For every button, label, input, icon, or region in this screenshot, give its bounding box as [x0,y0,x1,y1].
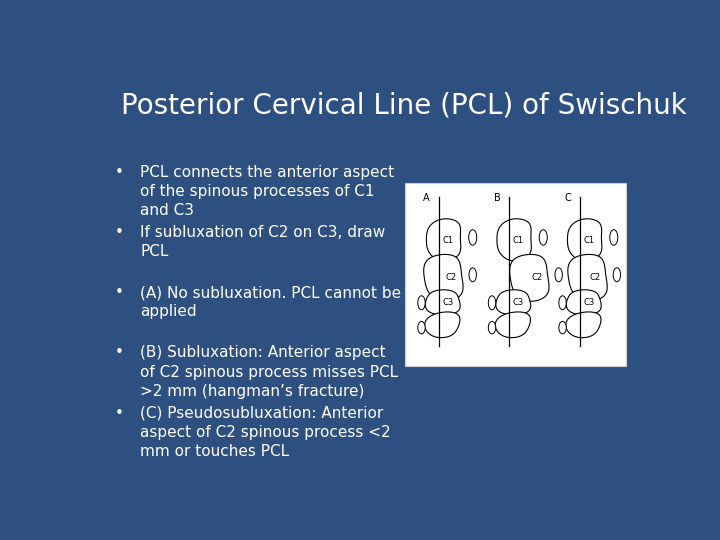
Polygon shape [423,254,463,301]
Polygon shape [426,219,461,261]
Text: B: B [494,193,500,203]
Text: C: C [564,193,571,203]
Ellipse shape [610,230,618,245]
Text: •: • [115,225,124,240]
Text: (A) No subluxation. PCL cannot be
applied: (A) No subluxation. PCL cannot be applie… [140,285,401,319]
Text: A: A [423,193,430,203]
Polygon shape [426,290,460,315]
Polygon shape [425,312,460,338]
Polygon shape [567,290,601,315]
Text: Posterior Cervical Line (PCL) of Swischuk: Posterior Cervical Line (PCL) of Swischu… [121,92,686,120]
Text: C3: C3 [583,298,595,307]
Polygon shape [566,312,601,338]
Ellipse shape [418,321,426,334]
Ellipse shape [469,268,477,282]
Text: PCL connects the anterior aspect
of the spinous processes of C1
and C3: PCL connects the anterior aspect of the … [140,165,395,218]
FancyBboxPatch shape [405,183,626,366]
Ellipse shape [488,296,496,310]
Text: •: • [115,406,124,421]
Text: •: • [115,165,124,180]
Ellipse shape [469,230,477,245]
Ellipse shape [488,321,496,334]
Text: C1: C1 [513,236,524,245]
Ellipse shape [539,230,547,245]
Text: If subluxation of C2 on C3, draw
PCL: If subluxation of C2 on C3, draw PCL [140,225,385,259]
Text: C1: C1 [583,236,595,245]
Ellipse shape [559,296,566,310]
Polygon shape [567,219,602,261]
Polygon shape [568,254,607,301]
Polygon shape [496,290,531,315]
Ellipse shape [418,296,426,310]
Text: •: • [115,285,124,300]
Text: C2: C2 [446,273,456,282]
Polygon shape [497,219,531,261]
Text: C1: C1 [443,236,454,245]
Ellipse shape [613,268,621,282]
Ellipse shape [559,321,566,334]
Text: •: • [115,346,124,361]
Text: (C) Pseudosubluxation: Anterior
aspect of C2 spinous process <2
mm or touches PC: (C) Pseudosubluxation: Anterior aspect o… [140,406,391,459]
Polygon shape [510,254,549,301]
Text: C2: C2 [531,273,543,282]
Ellipse shape [555,268,562,282]
Text: C3: C3 [513,298,524,307]
Text: (B) Subluxation: Anterior aspect
of C2 spinous process misses PCL
>2 mm (hangman: (B) Subluxation: Anterior aspect of C2 s… [140,346,398,399]
Text: C3: C3 [442,298,454,307]
Polygon shape [495,312,531,338]
Text: C2: C2 [590,273,600,282]
